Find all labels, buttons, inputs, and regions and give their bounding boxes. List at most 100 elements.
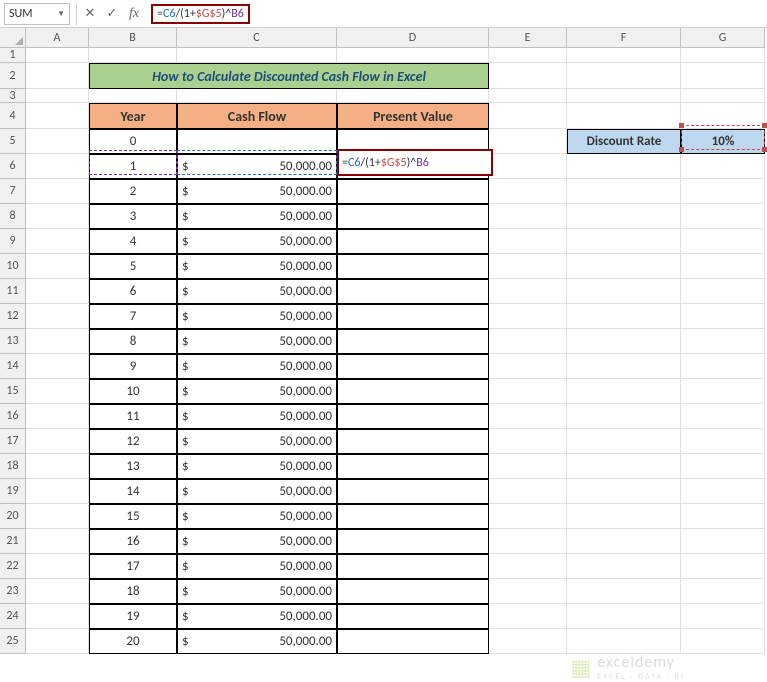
cell[interactable] <box>26 379 89 404</box>
row-header-6[interactable]: 6 <box>0 154 26 179</box>
cell-cashflow[interactable]: $50,000.00 <box>177 204 337 229</box>
cell[interactable] <box>681 254 765 279</box>
cell-cashflow[interactable]: $50,000.00 <box>177 379 337 404</box>
cell[interactable] <box>489 429 567 454</box>
cell-cashflow[interactable]: $50,000.00 <box>177 504 337 529</box>
cell[interactable] <box>681 179 765 204</box>
cell-cashflow[interactable] <box>177 129 337 154</box>
cell-cashflow[interactable]: $50,000.00 <box>177 554 337 579</box>
cell[interactable] <box>489 579 567 604</box>
column-header-b[interactable]: B <box>89 28 177 48</box>
cell-cashflow[interactable]: $50,000.00 <box>177 279 337 304</box>
discount-rate-label[interactable]: Discount Rate <box>567 129 681 154</box>
chevron-down-icon[interactable]: ▼ <box>57 9 65 19</box>
cell[interactable] <box>681 504 765 529</box>
cell-year[interactable]: 8 <box>89 329 177 354</box>
cell-year[interactable]: 4 <box>89 229 177 254</box>
cell[interactable] <box>489 604 567 629</box>
cell-pv[interactable] <box>337 479 489 504</box>
cell-pv[interactable] <box>337 179 489 204</box>
enter-icon[interactable]: ✓ <box>101 3 123 25</box>
cell[interactable] <box>681 204 765 229</box>
cell-cashflow[interactable]: $50,000.00 <box>177 329 337 354</box>
cell-pv[interactable] <box>337 504 489 529</box>
row-header-14[interactable]: 14 <box>0 354 26 379</box>
row-header-10[interactable]: 10 <box>0 254 26 279</box>
column-header-f[interactable]: F <box>567 28 681 48</box>
cell[interactable] <box>26 129 89 154</box>
cell-cashflow[interactable]: $50,000.00 <box>177 429 337 454</box>
cell[interactable] <box>337 89 489 103</box>
cell[interactable] <box>26 504 89 529</box>
row-header-12[interactable]: 12 <box>0 304 26 329</box>
cell[interactable] <box>567 48 681 63</box>
cell-cashflow[interactable]: $50,000.00 <box>177 604 337 629</box>
column-header-d[interactable]: D <box>337 28 489 48</box>
active-cell-editor[interactable]: =C6/(1+$G$5)^B6 <box>337 149 493 176</box>
row-header-18[interactable]: 18 <box>0 454 26 479</box>
cell[interactable] <box>681 529 765 554</box>
cell[interactable] <box>26 63 89 89</box>
cell-cashflow[interactable]: $50,000.00 <box>177 354 337 379</box>
cell[interactable] <box>567 279 681 304</box>
cell[interactable] <box>26 354 89 379</box>
cell[interactable] <box>26 529 89 554</box>
cell[interactable] <box>567 103 681 129</box>
column-header-a[interactable]: A <box>26 28 89 48</box>
cell-year[interactable]: 9 <box>89 354 177 379</box>
cell-year[interactable]: 3 <box>89 204 177 229</box>
row-header-1[interactable]: 1 <box>0 48 26 63</box>
cell-cashflow[interactable]: $50,000.00 <box>177 304 337 329</box>
formula-input[interactable]: =C6/(1+$G$5)^B6 <box>145 3 767 25</box>
cell[interactable] <box>89 48 177 63</box>
row-header-8[interactable]: 8 <box>0 204 26 229</box>
cell[interactable] <box>26 454 89 479</box>
row-header-20[interactable]: 20 <box>0 504 26 529</box>
cell[interactable] <box>489 179 567 204</box>
cell[interactable] <box>489 48 567 63</box>
cell-year[interactable]: 2 <box>89 179 177 204</box>
cell[interactable] <box>26 179 89 204</box>
cell[interactable] <box>681 604 765 629</box>
cell[interactable] <box>567 629 681 654</box>
cell[interactable] <box>26 48 89 63</box>
cell[interactable] <box>489 329 567 354</box>
cell[interactable] <box>567 554 681 579</box>
row-header-7[interactable]: 7 <box>0 179 26 204</box>
cell-pv[interactable] <box>337 329 489 354</box>
cell[interactable] <box>681 579 765 604</box>
header-year[interactable]: Year <box>89 103 177 129</box>
cell[interactable] <box>26 103 89 129</box>
cell[interactable] <box>26 404 89 429</box>
cell[interactable] <box>681 404 765 429</box>
cell[interactable] <box>489 154 567 179</box>
cell-cashflow[interactable]: $50,000.00 <box>177 479 337 504</box>
cell[interactable] <box>489 629 567 654</box>
cell[interactable] <box>26 554 89 579</box>
cell-pv[interactable] <box>337 204 489 229</box>
cell[interactable] <box>681 279 765 304</box>
cell-pv[interactable] <box>337 229 489 254</box>
cell[interactable] <box>567 204 681 229</box>
cell[interactable] <box>489 404 567 429</box>
cell-cashflow[interactable]: $50,000.00 <box>177 179 337 204</box>
cell[interactable] <box>567 329 681 354</box>
cell-pv[interactable] <box>337 529 489 554</box>
cell-cashflow[interactable]: $50,000.00 <box>177 154 337 179</box>
cell[interactable] <box>26 229 89 254</box>
cell-year[interactable]: 10 <box>89 379 177 404</box>
cell-pv[interactable] <box>337 554 489 579</box>
row-header-3[interactable]: 3 <box>0 89 26 103</box>
cell[interactable] <box>489 554 567 579</box>
cell-year[interactable]: 19 <box>89 604 177 629</box>
cell[interactable] <box>681 304 765 329</box>
cell[interactable] <box>26 279 89 304</box>
row-header-21[interactable]: 21 <box>0 529 26 554</box>
cell[interactable] <box>567 89 681 103</box>
cell[interactable] <box>681 48 765 63</box>
row-header-15[interactable]: 15 <box>0 379 26 404</box>
cell[interactable] <box>681 103 765 129</box>
cell[interactable] <box>489 529 567 554</box>
cell[interactable] <box>681 629 765 654</box>
cell[interactable] <box>489 89 567 103</box>
